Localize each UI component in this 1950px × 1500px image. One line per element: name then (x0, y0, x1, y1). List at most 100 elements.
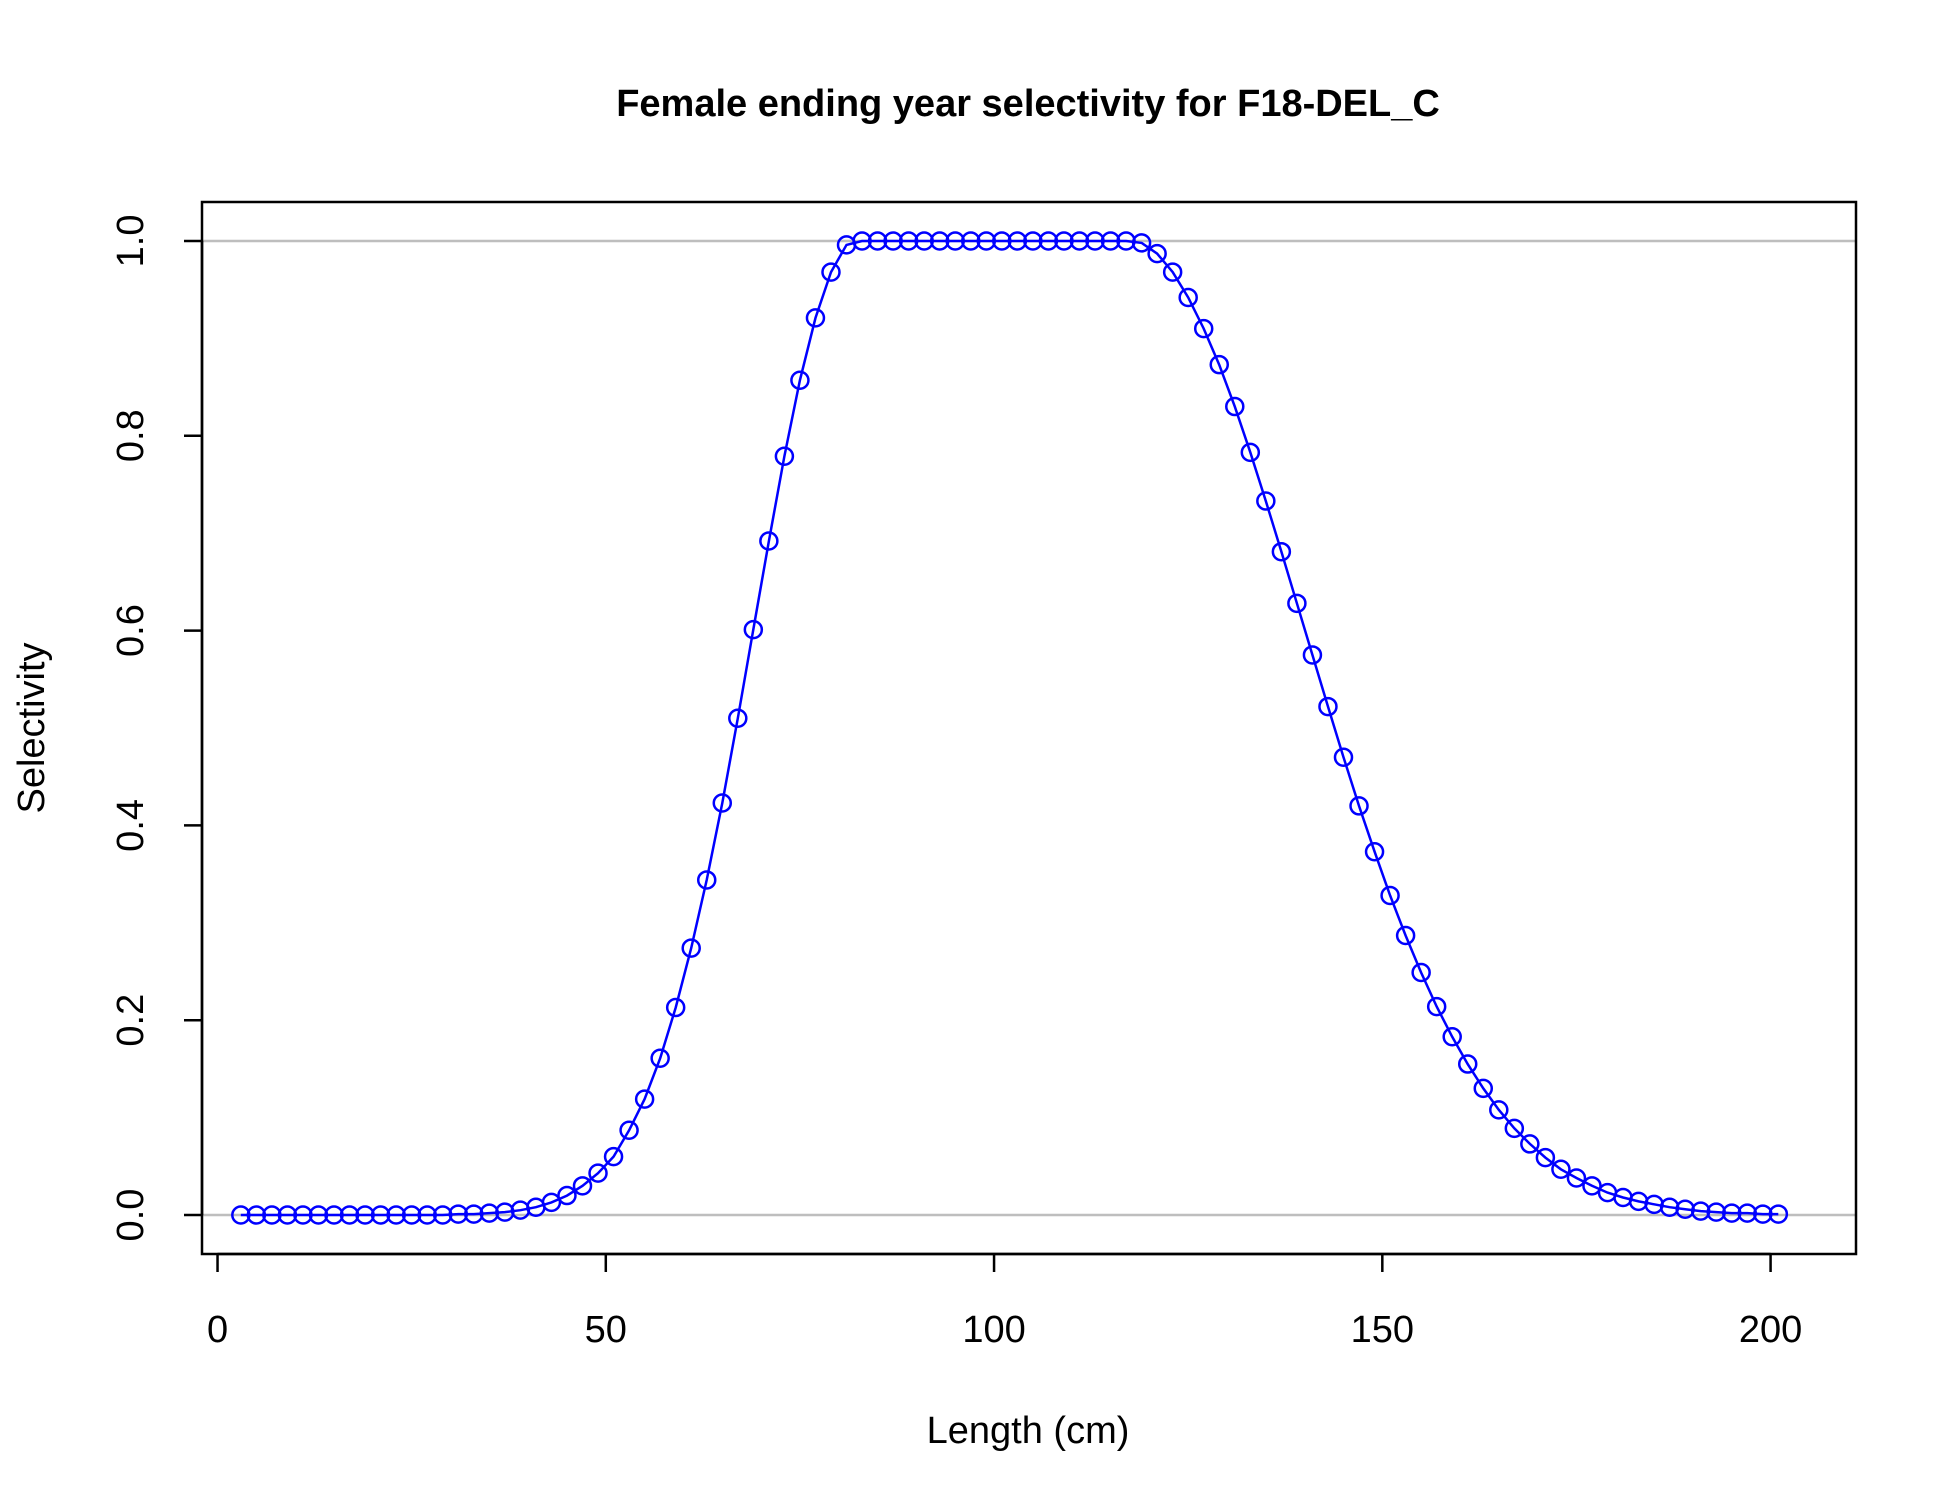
x-tick-label: 100 (962, 1309, 1025, 1351)
plot-frame (200, 200, 1858, 1256)
data-point (1706, 1202, 1726, 1222)
data-point (1287, 593, 1307, 614)
x-axis: 0 50 100 150 200 (207, 1252, 1802, 1351)
y-tick-label: 0.2 (110, 994, 152, 1047)
y-tick-label: 0.0 (110, 1189, 152, 1242)
data-point (1271, 541, 1292, 562)
data-point (479, 1203, 500, 1223)
data-point (1768, 1204, 1789, 1224)
data-point (696, 870, 717, 890)
data-point (1566, 1168, 1587, 1188)
data-point (774, 446, 795, 466)
data-point (262, 1205, 282, 1225)
data-point (929, 231, 950, 251)
data-point (728, 708, 748, 729)
data-point (976, 231, 997, 251)
data-point (992, 231, 1012, 251)
x-tick-label: 50 (585, 1309, 627, 1351)
data-point (712, 793, 733, 813)
data-point (1535, 1147, 1556, 1168)
data-point (1737, 1203, 1758, 1223)
data-point (1520, 1134, 1540, 1154)
data-point (1100, 231, 1121, 251)
data-point (681, 938, 701, 958)
data-point (1582, 1176, 1602, 1196)
data-point (945, 231, 965, 251)
reference-lines (202, 239, 1856, 1217)
data-point (277, 1205, 298, 1225)
data-point (432, 1205, 453, 1225)
data-point (417, 1205, 437, 1225)
data-point (308, 1205, 329, 1225)
data-point (1302, 645, 1323, 665)
series-layer (231, 231, 1789, 1225)
y-tick-label: 0.6 (110, 604, 152, 657)
data-point (324, 1205, 344, 1225)
data-point (1489, 1100, 1509, 1120)
data-point (1147, 243, 1167, 264)
data-point (557, 1185, 577, 1206)
data-point (1069, 231, 1090, 251)
data-point (634, 1089, 655, 1109)
data-point (1209, 354, 1229, 375)
data-point (1193, 318, 1214, 339)
x-axis-label: Length (cm) (927, 1410, 1130, 1452)
data-point (355, 1205, 375, 1225)
data-point (1054, 231, 1074, 251)
data-point (650, 1048, 670, 1068)
chart-title: Female ending year selectivity for F18-D… (616, 83, 1440, 125)
y-tick-label: 1.0 (110, 215, 152, 268)
data-point (743, 619, 764, 640)
data-point (883, 231, 903, 251)
data-point (1473, 1078, 1494, 1099)
data-point (464, 1204, 484, 1224)
x-tick-label: 150 (1351, 1309, 1414, 1351)
y-axis-label: Selectivity (11, 642, 53, 813)
data-point (1162, 262, 1183, 282)
data-point (1364, 841, 1385, 862)
data-point (1131, 233, 1152, 253)
x-tick-label: 200 (1739, 1309, 1802, 1351)
data-point (898, 231, 919, 251)
data-point (1240, 442, 1261, 463)
data-point (1007, 231, 1028, 251)
data-point (541, 1192, 562, 1213)
data-point (1442, 1027, 1462, 1047)
data-point (1023, 231, 1043, 251)
data-point (386, 1205, 406, 1225)
data-point (790, 370, 810, 391)
data-point (1256, 491, 1276, 511)
data-point (1225, 396, 1245, 417)
data-point (759, 531, 779, 551)
data-point (1690, 1201, 1711, 1221)
data-point (1333, 747, 1354, 767)
data-point (619, 1120, 639, 1141)
data-point (370, 1205, 391, 1225)
data-point (1411, 962, 1431, 983)
data-point (852, 231, 872, 251)
data-point (1551, 1159, 1571, 1180)
data-point (293, 1205, 313, 1225)
data-point (401, 1205, 422, 1225)
data-point (805, 308, 826, 328)
x-tick-label: 0 (207, 1309, 228, 1351)
data-point (914, 231, 934, 251)
data-point (1504, 1118, 1525, 1139)
data-point (1457, 1054, 1478, 1074)
data-point (821, 262, 841, 282)
data-point (246, 1205, 267, 1225)
data-point (1178, 287, 1198, 308)
data-point (339, 1205, 360, 1225)
data-point (1380, 885, 1400, 906)
data-point (1395, 925, 1416, 946)
data-point (588, 1163, 608, 1183)
data-point (1318, 696, 1338, 717)
data-point (1349, 796, 1369, 816)
data-point (603, 1146, 624, 1167)
data-point (867, 231, 888, 251)
data-point (665, 997, 686, 1018)
data-point (448, 1204, 469, 1224)
data-point (231, 1205, 251, 1225)
series-line (240, 239, 1779, 1217)
